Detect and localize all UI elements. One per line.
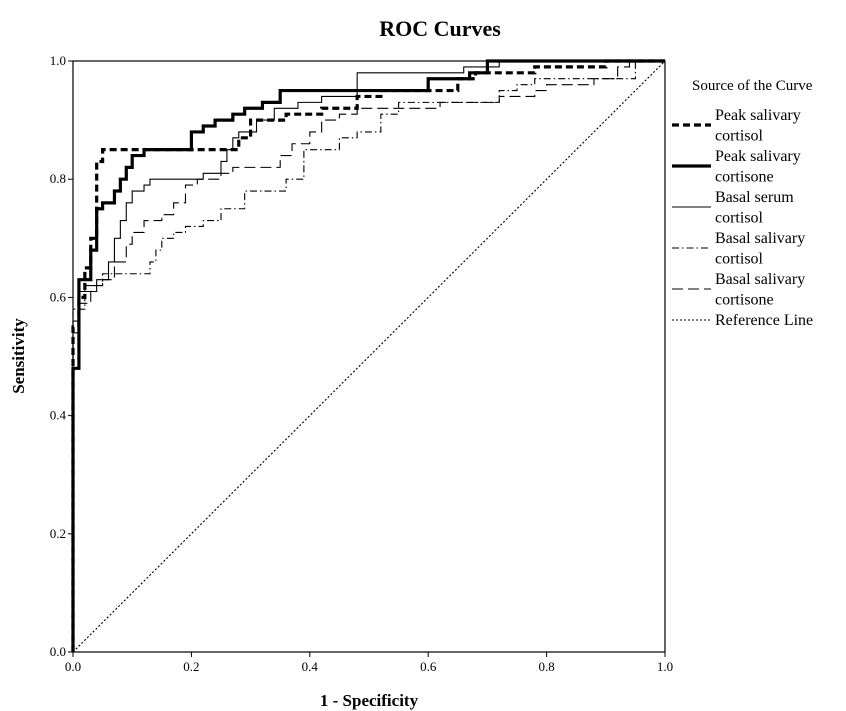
y-tick-label: 0.0 (50, 644, 66, 659)
roc-curve-5 (72, 60, 665, 652)
x-tick-label: 0.0 (65, 659, 81, 674)
legend-label: cortisone (715, 292, 774, 309)
legend-label: Basal salivary (715, 271, 805, 288)
y-tick-label: 0.2 (50, 526, 66, 541)
y-tick-label: 1.0 (50, 53, 66, 68)
roc-curve-2 (71, 59, 665, 652)
legend-label: Peak salivary (715, 148, 801, 165)
x-tick-label: 0.2 (183, 659, 199, 674)
chart-title: ROC Curves (379, 16, 501, 41)
y-axis-label: Sensitivity (9, 318, 28, 394)
x-tick-label: 0.4 (302, 659, 319, 674)
y-axis: 0.0 0.2 0.4 0.6 0.8 1.0 (50, 53, 73, 659)
x-tick-label: 1.0 (657, 659, 673, 674)
roc-curve-6 (72, 60, 666, 653)
legend: Source of the Curve Peak salivary cortiso… (672, 78, 813, 329)
roc-curves (71, 59, 666, 653)
legend-label: Basal salivary (715, 230, 805, 247)
y-tick-label: 0.6 (50, 289, 67, 304)
x-axis-label: 1 - Specificity (320, 691, 419, 710)
legend-label: cortisone (715, 169, 774, 186)
legend-title: Source of the Curve (692, 78, 813, 94)
y-tick-label: 0.4 (50, 408, 67, 423)
legend-label: cortisol (715, 128, 764, 145)
legend-label: Reference Line (715, 312, 813, 329)
roc-curve-4 (72, 60, 665, 652)
legend-label: Peak salivary (715, 107, 801, 124)
legend-items: Peak salivary cortisol Peak salivary cortis… (672, 107, 813, 329)
legend-label: cortisol (715, 251, 764, 268)
legend-label: Basal serum (715, 189, 794, 206)
roc-curve-1 (71, 59, 665, 652)
legend-label: cortisol (715, 210, 764, 227)
x-tick-label: 0.8 (538, 659, 554, 674)
x-axis: 0.0 0.2 0.4 0.6 0.8 1.0 (65, 652, 673, 674)
y-tick-label: 0.8 (50, 171, 66, 186)
x-tick-label: 0.6 (420, 659, 437, 674)
